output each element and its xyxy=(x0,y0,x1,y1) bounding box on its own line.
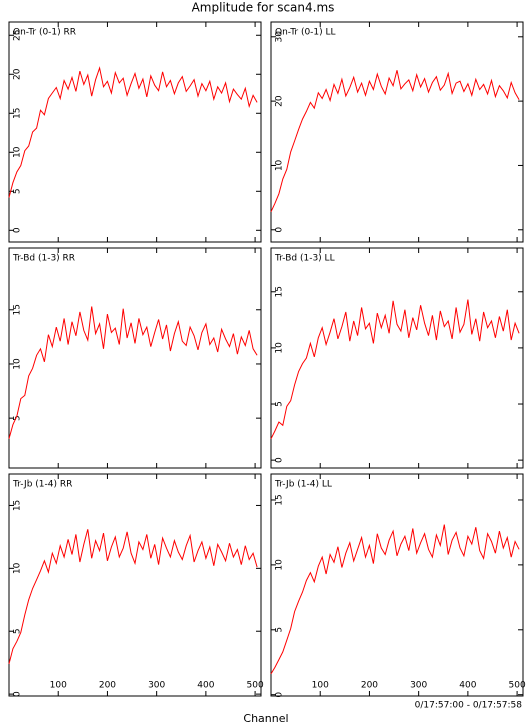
x-tick-label: 300 xyxy=(410,681,427,691)
x-tick-label: 400 xyxy=(459,681,476,691)
x-tick-label: 200 xyxy=(99,681,116,691)
y-tick-label: 10 xyxy=(13,146,23,158)
x-tick-label: 500 xyxy=(509,681,526,691)
y-tick-label: 5 xyxy=(275,627,285,633)
data-line xyxy=(8,306,258,439)
panel-title: On-Tr (0-1) LL xyxy=(275,28,336,38)
y-tick-label: 10 xyxy=(275,342,285,354)
x-tick-label: 200 xyxy=(361,681,378,691)
x-tick-label: 100 xyxy=(50,681,67,691)
time-range: 0/17:57:00 - 0/17:57:58 xyxy=(415,701,523,711)
panel-title: On-Tr (0-1) RR xyxy=(13,28,76,38)
y-tick-label: 20 xyxy=(275,95,285,107)
y-tick-label: 0 xyxy=(275,457,285,463)
chart-title: Amplitude for scan4.ms xyxy=(192,1,335,15)
y-tick-label: 0 xyxy=(13,227,23,233)
panel-title: Tr-Bd (1-3) RR xyxy=(12,254,75,264)
y-tick-label: 5 xyxy=(13,188,23,194)
x-tick-label: 300 xyxy=(148,681,165,691)
y-tick-label: 5 xyxy=(13,415,23,421)
data-line xyxy=(270,524,520,675)
panel-frame xyxy=(8,21,262,243)
y-tick-label: 10 xyxy=(275,559,285,571)
y-tick-label: 5 xyxy=(275,401,285,407)
data-line xyxy=(8,529,258,665)
panel-frame xyxy=(270,247,524,469)
data-line xyxy=(270,70,520,213)
data-line xyxy=(8,66,258,198)
y-tick-label: 15 xyxy=(13,108,23,119)
panel-frame xyxy=(8,473,262,697)
y-tick-label: 10 xyxy=(275,159,285,171)
panel-frame xyxy=(270,21,524,243)
panel-title: Tr-Jb (1-4) RR xyxy=(12,480,72,490)
panel-frame xyxy=(8,247,262,469)
y-tick-label: 15 xyxy=(275,494,285,505)
y-tick-label: 0 xyxy=(275,227,285,233)
panel-title: Tr-Bd (1-3) LL xyxy=(274,254,335,264)
y-tick-label: 15 xyxy=(13,304,23,315)
y-tick-label: 10 xyxy=(13,358,23,370)
y-tick-label: 30 xyxy=(275,31,285,43)
x-tick-label: 500 xyxy=(247,681,264,691)
y-tick-label: 15 xyxy=(275,286,285,297)
data-line xyxy=(270,299,520,440)
y-tick-label: 20 xyxy=(13,68,23,80)
y-tick-label: 0 xyxy=(275,692,285,698)
y-tick-label: 10 xyxy=(13,562,23,574)
x-tick-label: 400 xyxy=(197,681,214,691)
panel-title: Tr-Jb (1-4) LL xyxy=(274,480,332,490)
x-tick-label: 100 xyxy=(312,681,329,691)
y-tick-label: 25 xyxy=(13,30,23,41)
x-axis-label: Channel xyxy=(243,712,288,725)
y-tick-label: 5 xyxy=(13,628,23,634)
y-tick-label: 15 xyxy=(13,500,23,511)
panel-frame xyxy=(270,473,524,697)
y-tick-label: 0 xyxy=(13,691,23,697)
